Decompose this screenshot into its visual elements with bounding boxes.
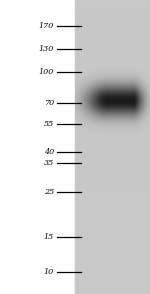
Bar (75, 0, 150, 294)
Text: 170: 170 (39, 22, 54, 30)
Text: 55: 55 (44, 120, 54, 128)
Text: 70: 70 (44, 99, 54, 107)
Text: 100: 100 (39, 68, 54, 76)
Bar (0, 0, 75, 294)
Text: 40: 40 (44, 148, 54, 156)
Text: 10: 10 (44, 268, 54, 276)
Text: 25: 25 (44, 188, 54, 196)
Text: 15: 15 (44, 233, 54, 241)
Text: 35: 35 (44, 159, 54, 167)
Text: 130: 130 (39, 45, 54, 53)
